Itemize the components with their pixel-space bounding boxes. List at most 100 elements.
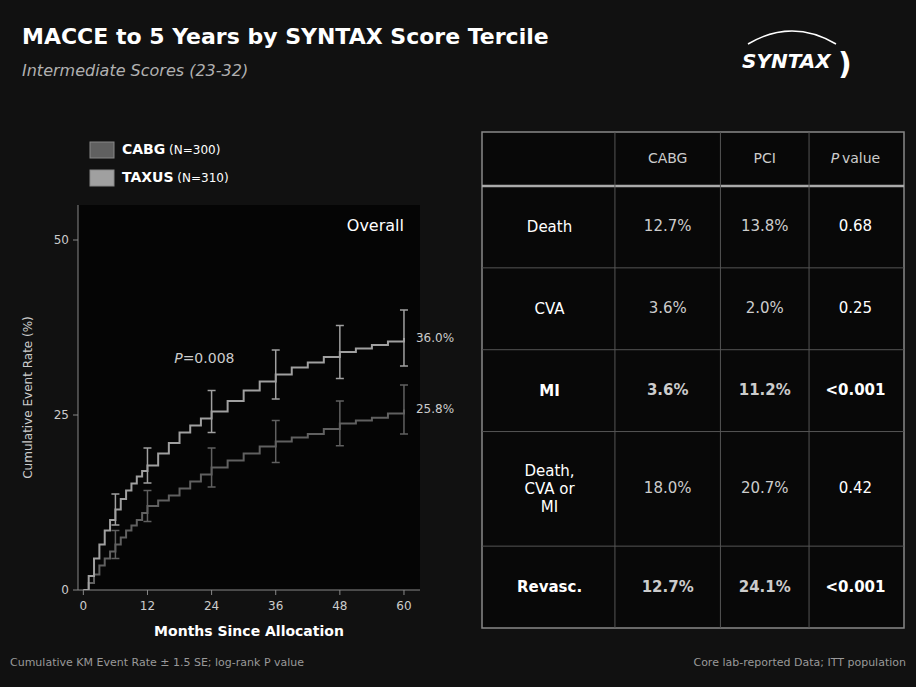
legend-name: TAXUS	[122, 169, 174, 185]
error-bar	[143, 491, 151, 522]
table-column-rule	[809, 132, 810, 628]
error-bar	[272, 350, 280, 399]
table-cell: 12.7%	[642, 578, 694, 596]
x-tick-label: 0	[80, 599, 88, 613]
legend-swatch	[90, 142, 114, 158]
x-tick	[211, 590, 212, 595]
x-tick-label: 12	[140, 599, 155, 613]
table-row-rule	[482, 267, 904, 268]
y-axis-label: Cumulative Event Rate (%)	[21, 316, 35, 479]
table-header: PCI	[754, 150, 776, 166]
table-cell: 3.6%	[649, 299, 687, 317]
table-cell: 2.0%	[746, 299, 784, 317]
error-bar	[400, 385, 408, 434]
table-cell: 3.6%	[647, 381, 689, 399]
error-bar	[272, 421, 280, 463]
legend-entry: CABG (N=300)	[122, 141, 220, 157]
p-value-annotation: P=0.008	[174, 350, 234, 366]
text-rest: value	[839, 150, 880, 166]
table-cell: 12.7%	[644, 217, 692, 235]
table-row-label: Death	[527, 217, 572, 235]
error-bar	[208, 391, 216, 433]
x-tick	[339, 590, 340, 595]
table-cell: 24.1%	[739, 578, 791, 596]
legend-entry: TAXUS (N=310)	[122, 169, 229, 185]
table-header-rule	[482, 185, 904, 188]
plot-marks	[83, 310, 408, 590]
error-bar	[111, 494, 119, 525]
table-cell: 18.0%	[644, 479, 692, 497]
table-row-rule	[482, 431, 904, 432]
footnote: Core lab-reported Data; ITT population	[693, 656, 906, 669]
legend-n: (N=300)	[165, 143, 220, 157]
end-label: 25.8%	[416, 402, 454, 416]
table-row-label: Death,CVA orMI	[524, 461, 575, 515]
footnote: Cumulative KM Event Rate ± 1.5 SE; log-r…	[10, 656, 304, 669]
overall-annotation: Overall	[347, 216, 404, 235]
legend-swatch	[90, 170, 114, 186]
logo-bracket: )	[838, 46, 852, 81]
y-tick-label: 25	[54, 408, 69, 422]
text-rest: =0.008	[183, 350, 235, 366]
error-bar	[336, 325, 344, 378]
table-cell: 20.7%	[741, 479, 789, 497]
row-label-line: Death	[527, 217, 572, 235]
x-tick-label: 24	[204, 599, 219, 613]
table-row-label: CVA	[534, 299, 565, 317]
chart: MACCE to 5 Years by SYNTAX Score Tercile…	[0, 0, 916, 687]
y-tick	[73, 415, 78, 416]
table-cell: 13.8%	[741, 217, 789, 235]
table-row-label: Revasc.	[517, 578, 582, 596]
table-row-rule	[482, 546, 904, 547]
error-bar	[111, 531, 119, 559]
y-tick	[73, 590, 78, 591]
table-header: CABG	[648, 150, 688, 166]
plot-background	[78, 205, 420, 590]
logo-arc	[748, 31, 836, 44]
legend-name: CABG	[122, 141, 165, 157]
series-line	[83, 338, 404, 590]
x-tick	[83, 590, 84, 595]
table-column-rule	[614, 132, 615, 628]
row-label-line: MI	[539, 381, 560, 399]
table-cell: 11.2%	[739, 381, 791, 399]
legend-n: (N=310)	[174, 171, 229, 185]
series-line	[83, 409, 404, 590]
table-cell: <0.001	[825, 381, 885, 399]
x-tick	[147, 590, 148, 595]
error-bar	[400, 310, 408, 366]
x-tick	[275, 590, 276, 595]
x-tick	[403, 590, 404, 595]
table-cell: 0.25	[839, 299, 872, 317]
title: MACCE to 5 Years by SYNTAX Score Tercile	[22, 24, 549, 49]
error-bar	[208, 448, 216, 487]
y-tick	[73, 240, 78, 241]
x-axis	[78, 590, 420, 591]
y-axis	[78, 205, 79, 590]
row-label-line: Death,	[524, 461, 574, 479]
row-label-line: Revasc.	[517, 578, 582, 596]
table-cell: 0.68	[839, 217, 872, 235]
logo-text: SYNTAX	[742, 49, 832, 73]
table-row-rule	[482, 349, 904, 350]
table-row-label: MI	[539, 381, 560, 399]
table-frame	[482, 132, 904, 628]
x-axis-label: Months Since Allocation	[154, 623, 344, 639]
table-header: P value	[831, 150, 881, 166]
subtitle: Intermediate Scores (23-32)	[22, 61, 248, 80]
error-bar	[143, 448, 151, 483]
x-tick-label: 60	[396, 599, 411, 613]
table-column-rule	[720, 132, 721, 628]
table-cell: <0.001	[825, 578, 885, 596]
error-bar	[336, 401, 344, 446]
y-tick-label: 0	[61, 583, 69, 597]
row-label-line: CVA	[534, 299, 565, 317]
end-label: 36.0%	[416, 331, 454, 345]
x-tick-label: 48	[332, 599, 347, 613]
row-label-line: CVA or	[524, 479, 575, 497]
y-tick-label: 50	[54, 233, 69, 247]
table-cell: 0.42	[839, 479, 872, 497]
x-tick-label: 36	[268, 599, 283, 613]
row-label-line: MI	[541, 497, 558, 515]
background	[0, 0, 916, 687]
